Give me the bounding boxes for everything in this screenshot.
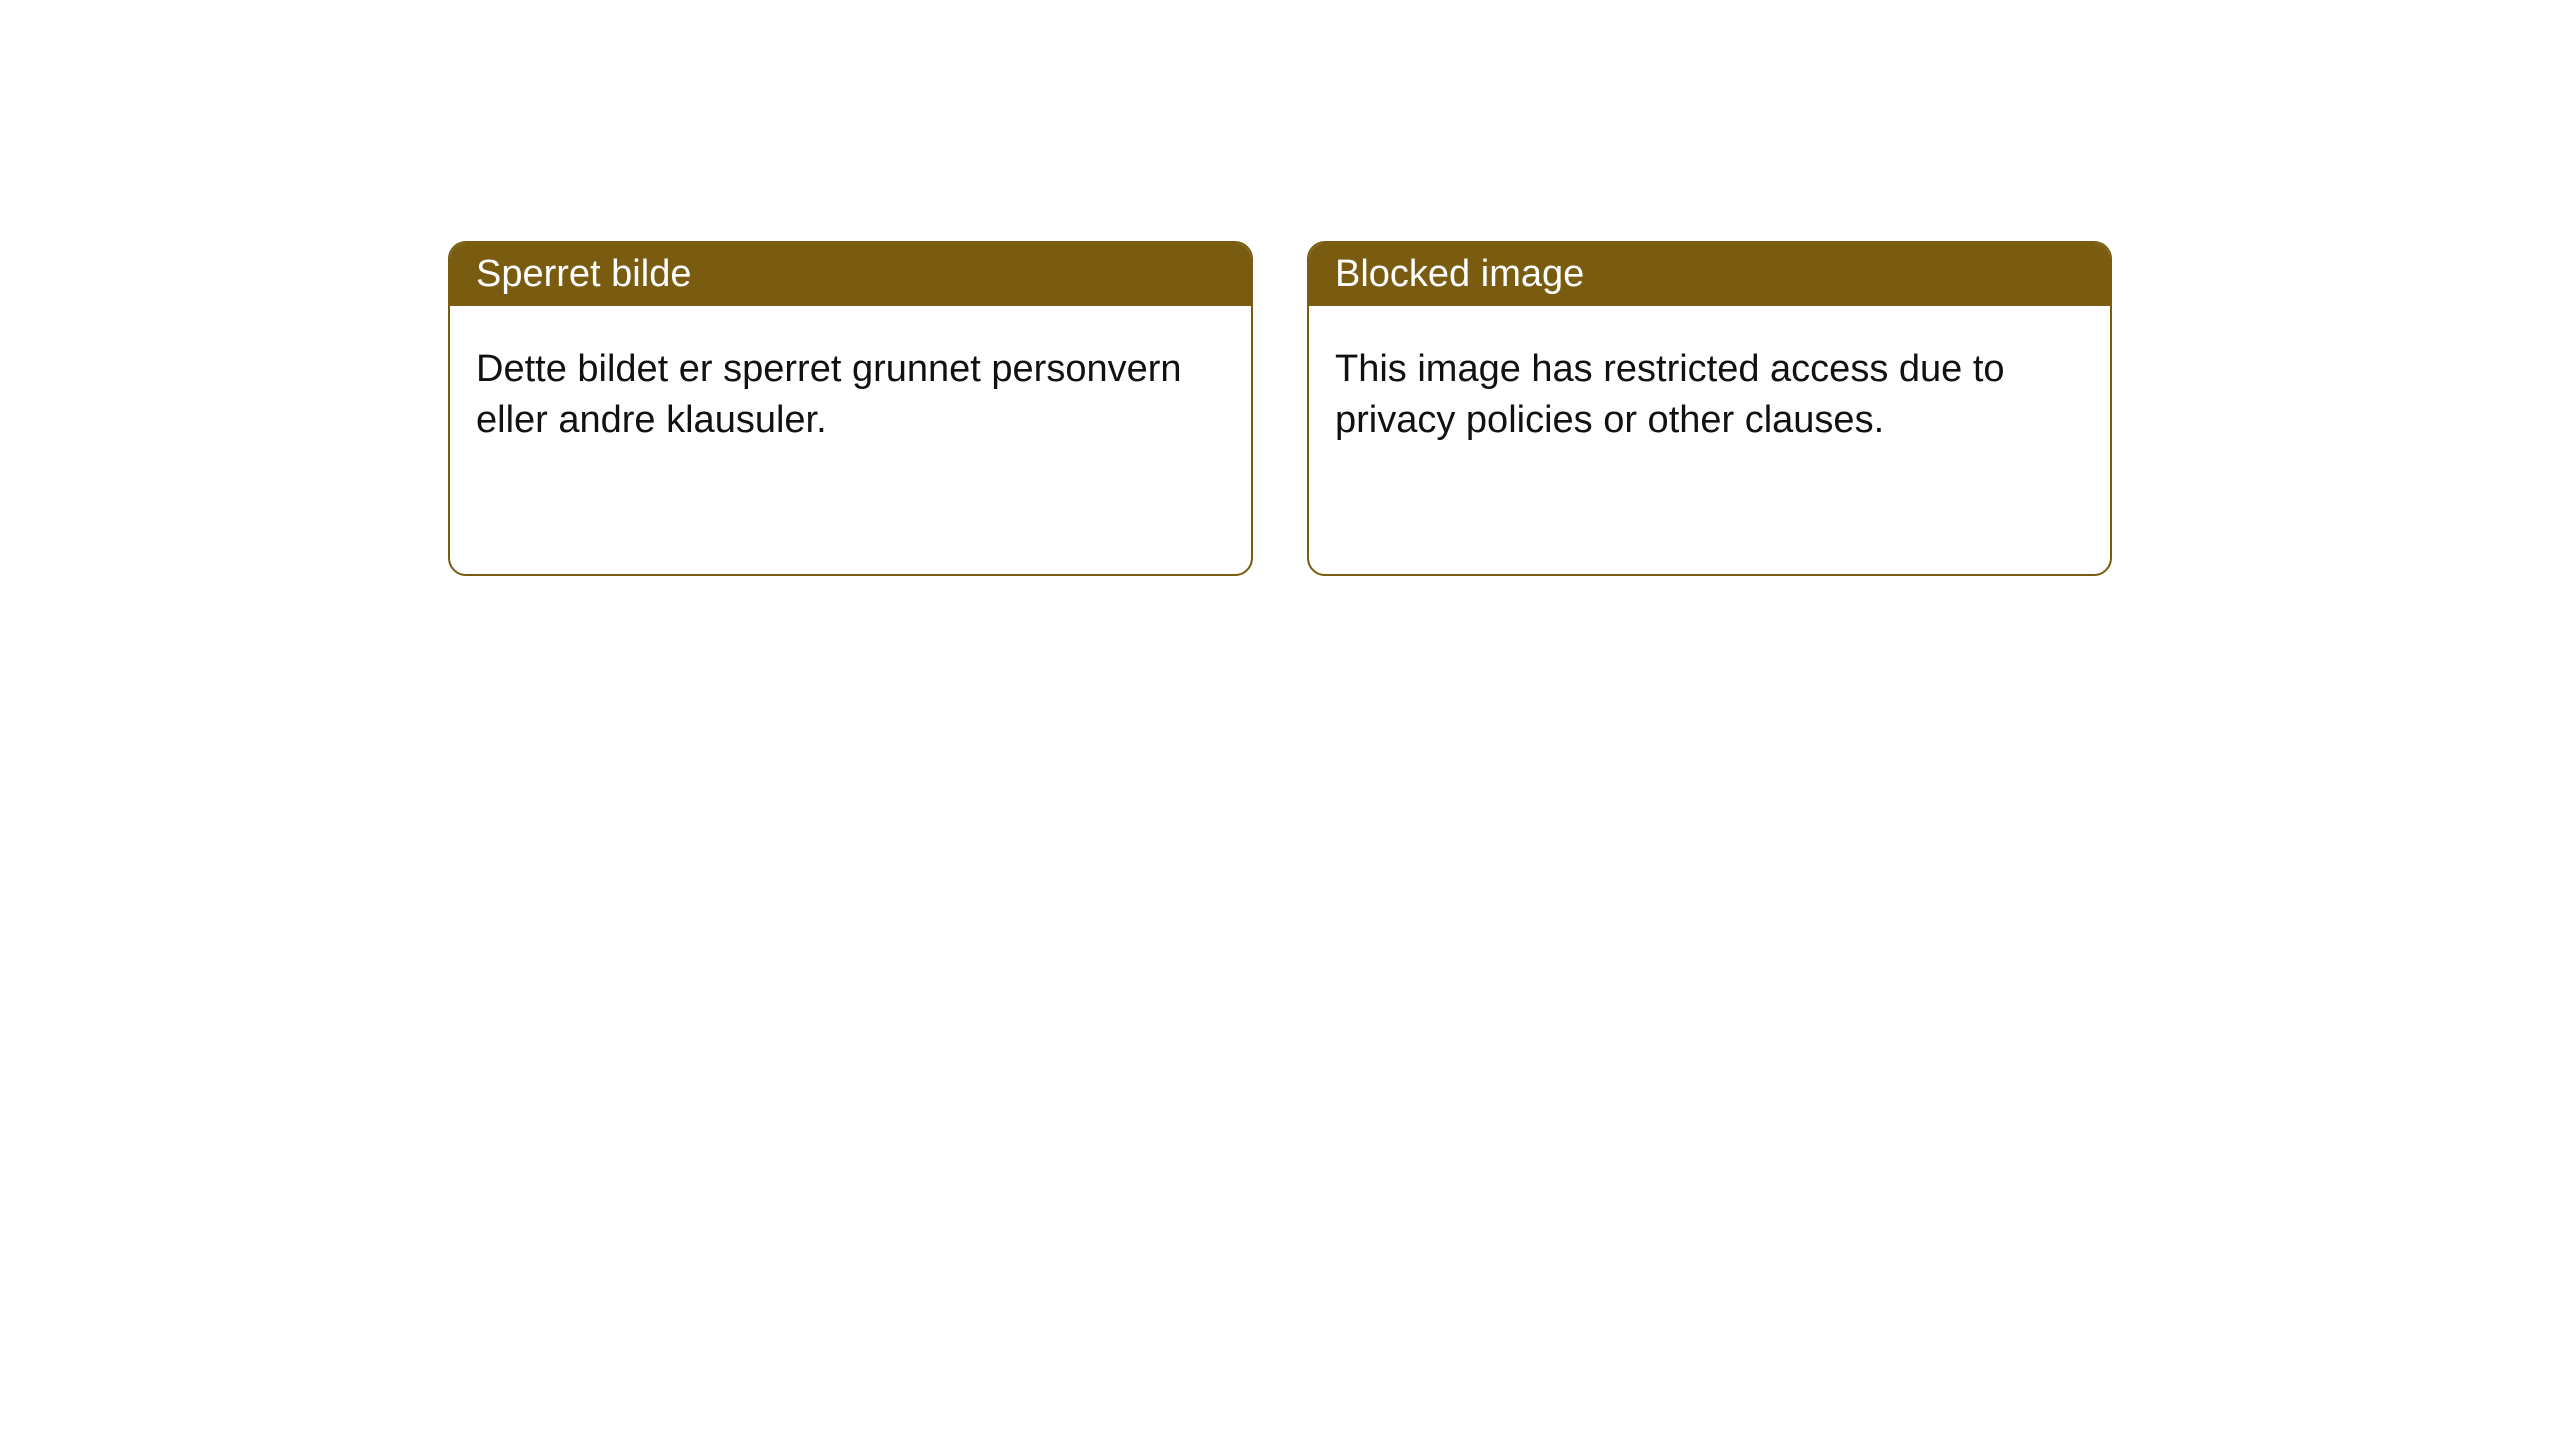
notice-card-text: This image has restricted access due to … bbox=[1335, 348, 2005, 441]
notice-card-header: Blocked image bbox=[1309, 243, 2110, 306]
notice-card-header: Sperret bilde bbox=[450, 243, 1251, 306]
notice-card-body: Dette bildet er sperret grunnet personve… bbox=[450, 306, 1251, 485]
notice-card-norwegian: Sperret bilde Dette bildet er sperret gr… bbox=[448, 241, 1253, 576]
notice-card-english: Blocked image This image has restricted … bbox=[1307, 241, 2112, 576]
notice-card-title: Sperret bilde bbox=[476, 253, 691, 295]
notice-card-text: Dette bildet er sperret grunnet personve… bbox=[476, 348, 1182, 441]
notice-container: Sperret bilde Dette bildet er sperret gr… bbox=[448, 241, 2112, 576]
notice-card-body: This image has restricted access due to … bbox=[1309, 306, 2110, 485]
notice-card-title: Blocked image bbox=[1335, 253, 1584, 295]
